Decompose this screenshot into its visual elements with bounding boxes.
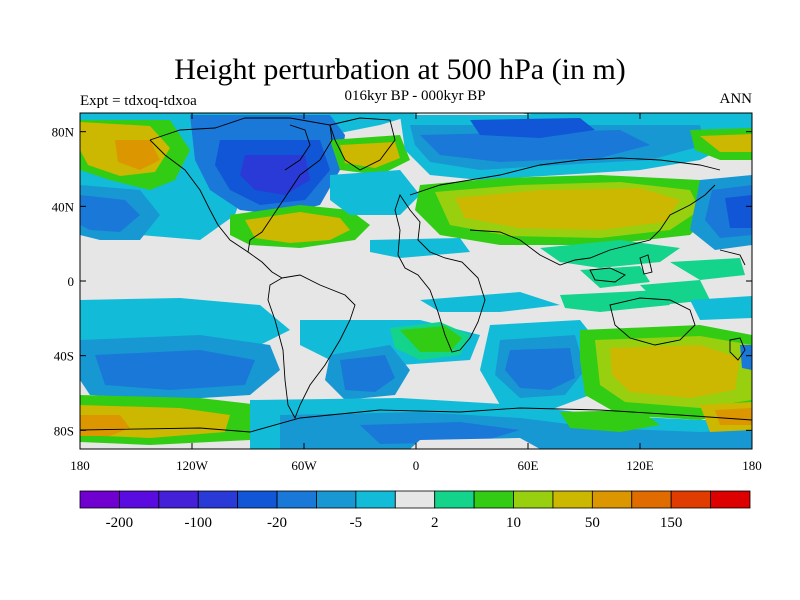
new-zealand [729,337,746,361]
contour-patch [115,140,160,170]
greenland [329,117,396,171]
colorbar-swatch [237,490,278,509]
plot-subtitle: 016kyr BP - 000kyr BP [344,88,486,104]
colorbar-swatch [473,490,514,509]
contour-patch [700,134,752,152]
x-tick-label: 120E [626,458,654,473]
eurasia-north [409,157,721,196]
contour-patch [360,422,520,444]
contour-patch [420,292,560,312]
contour-patch [420,130,650,162]
x-tick-label: 180 [70,458,90,473]
contour-patch [540,240,680,268]
contour-patch [670,258,745,280]
contour-patch [560,410,660,432]
colorbar-swatch [710,490,751,509]
colorbar-swatch [119,490,160,509]
contour-patch [470,118,595,138]
colorbar-swatch [394,490,436,509]
colorbar-swatch [158,490,199,509]
contour-patch [95,350,255,390]
australia [609,297,696,346]
contour-patch [455,188,680,230]
plot-title: Height perturbation at 500 hPa (in m) [174,53,626,86]
x-tick-label: 60E [518,458,539,473]
africa [394,193,486,353]
south-america [267,274,356,420]
colorbar-label: 2 [431,515,439,531]
contour-patch [725,195,752,228]
colorbar-label: -200 [106,515,134,531]
colorbar-label: -100 [184,515,212,531]
colorbar-swatch [670,490,711,509]
y-tick-label: 40N [52,199,75,214]
contour-patch [715,408,752,425]
y-tick-label: 80N [52,125,75,140]
x-tick-label: 120W [176,458,209,473]
colorbar-label: 10 [506,515,521,531]
indonesia [589,267,626,283]
colorbar-label: -20 [267,515,287,531]
colorbar-swatch [276,490,317,509]
antarctica-coast [80,407,752,433]
colorbar-label: 50 [585,515,600,531]
contour-patch [80,195,140,232]
x-tick-label: 180 [742,458,762,473]
contour-patch [340,355,395,392]
x-tick-label: 0 [413,458,420,473]
experiment-label: Expt = tdxoq-tdxoa [80,93,197,109]
colorbar-swatch [355,490,396,509]
season-label: ANN [719,91,753,107]
y-tick-label: 40S [54,349,74,364]
contour-patch [580,266,650,288]
hudson-bay [284,124,311,171]
colorbar-swatch [316,490,357,509]
y-tick-label: 80S [54,423,74,438]
colorbar-swatch [631,490,672,509]
contour-patch [690,296,752,320]
contour-field [80,113,752,449]
colorbar: -200 -100 -20 -5 2 10 50 150 [79,490,751,531]
pacific-islands [719,249,746,266]
colorbar-swatch [591,490,633,509]
colorbar-label: 150 [660,515,683,531]
contour-patch [560,290,670,312]
philippines [639,254,653,275]
map-axes: 80N 40N 0 40S 80S 180 120W 60W 0 60E 120E 180 [52,113,762,473]
colorbar-swatch [552,490,593,509]
contour-patch [410,438,540,449]
contour-patch [80,298,290,345]
colorbar-swatch [197,490,239,509]
y-tick-label: 0 [68,274,75,289]
north-america-west-coast [149,139,249,253]
contour-patch [610,345,740,398]
contour-patch [340,142,400,168]
colorbar-swatch [513,490,554,509]
contour-patch [400,326,462,352]
contour-patch [740,345,752,370]
contour-patch [245,212,350,243]
colorbar-swatch [79,490,120,509]
colorbar-swatch [434,490,475,509]
contour-patch [80,415,130,436]
asia-south [469,184,716,266]
coastlines [80,117,752,433]
colorbar-label: -5 [350,515,363,531]
x-tick-label: 60W [291,458,317,473]
contour-patch [505,348,575,390]
north-america-coast [149,117,333,279]
contour-patch [370,238,470,258]
